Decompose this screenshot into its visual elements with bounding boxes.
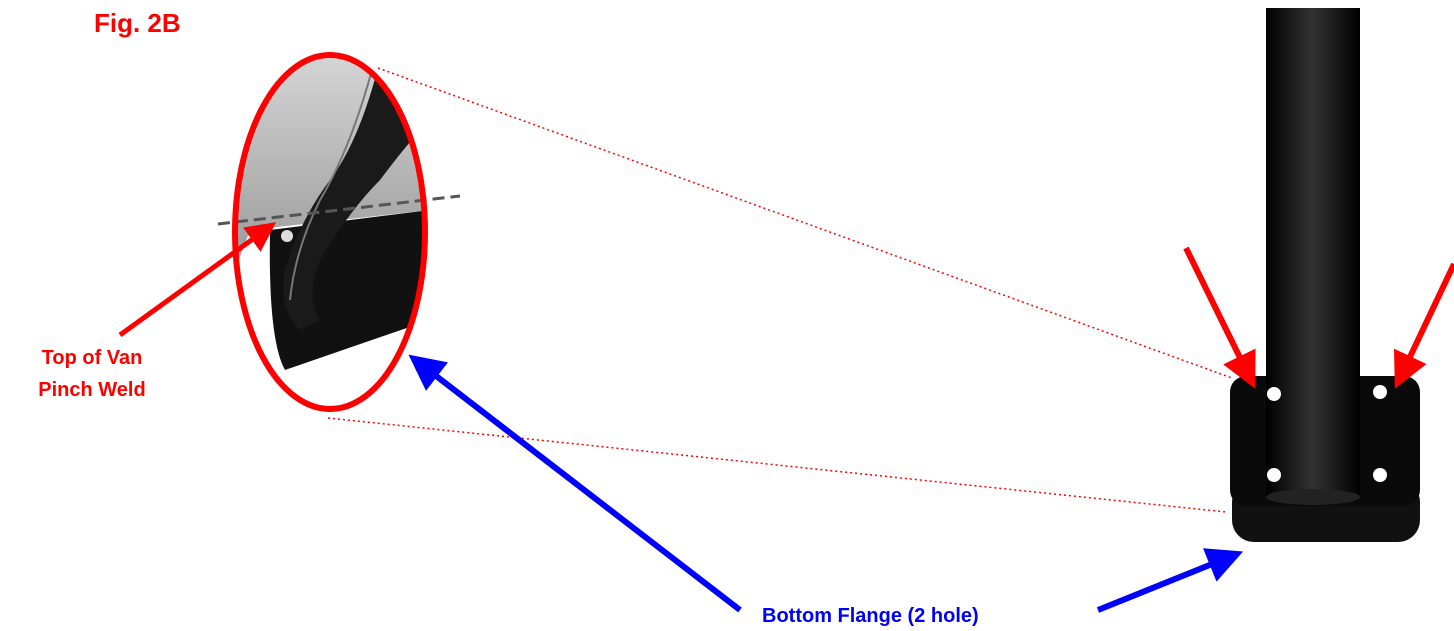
arrow bbox=[418, 362, 740, 610]
figure-label: Fig. 2B bbox=[94, 8, 181, 38]
callout-label: Pinch Weld bbox=[38, 379, 145, 401]
projection-line bbox=[378, 68, 1232, 378]
arrow bbox=[1098, 556, 1232, 610]
arrow bbox=[1400, 264, 1454, 378]
page: Fig. 2B Top of Van Pinch Weld Bottom Fla… bbox=[0, 0, 1454, 631]
callout-label: Bottom Flange (2 hole) bbox=[762, 605, 979, 627]
diagram: Fig. 2B Top of Van Pinch Weld Bottom Fla… bbox=[0, 0, 1454, 631]
post-assembly bbox=[1230, 8, 1420, 542]
projection-line bbox=[328, 418, 1226, 512]
callout-label: Top of Van bbox=[42, 347, 143, 369]
zoom-detail bbox=[230, 40, 430, 370]
arrow bbox=[1186, 248, 1250, 378]
